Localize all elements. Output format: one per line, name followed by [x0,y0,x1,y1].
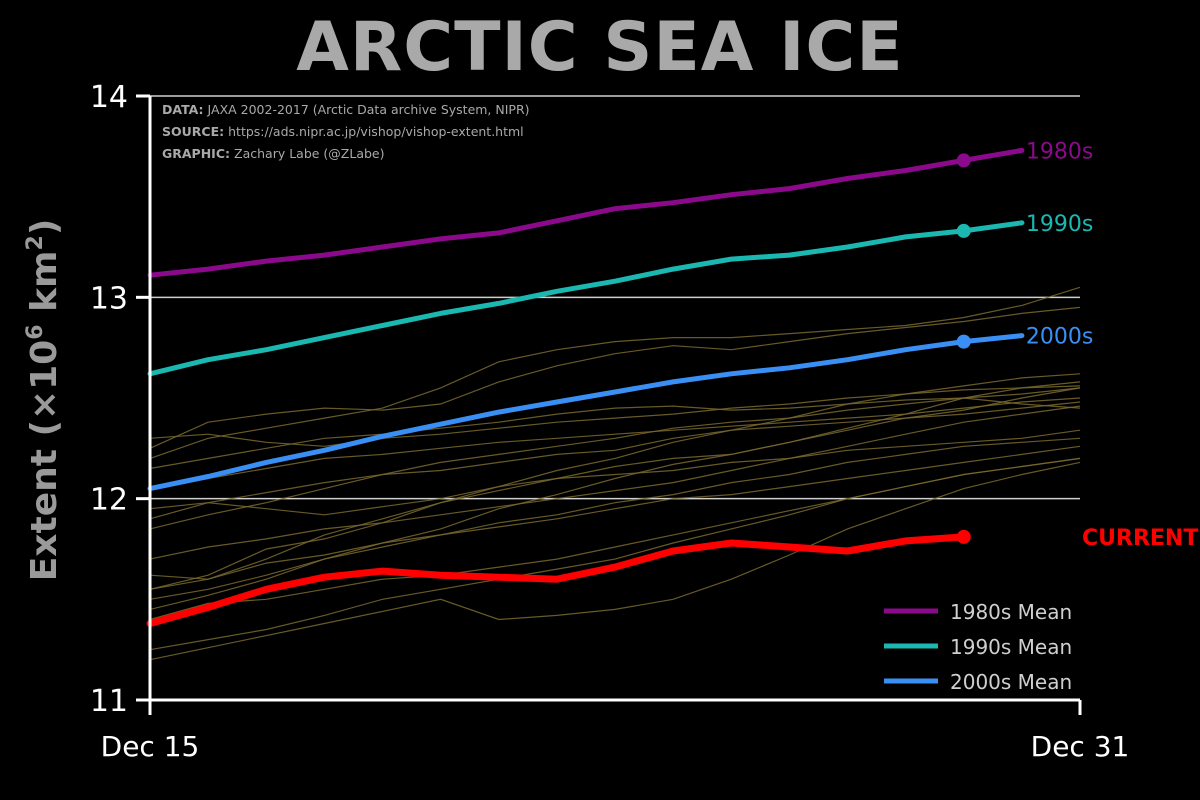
series-line-current [146,533,968,627]
background-year-line-7 [149,387,1081,590]
background-year-line-8 [149,405,1081,560]
series-marker-1990s [956,223,971,238]
series-marker-current [956,529,971,544]
y-tick-labels: 11 12 13 14 [90,80,150,719]
x-tick-label-0: Dec 15 [101,730,200,763]
y-axis-label-close: ) [24,219,65,235]
credit-source-value: https://ads.nipr.ac.jp/vishop/vishop-ext… [228,124,524,139]
x-tick-label-1: Dec 31 [1031,730,1130,763]
y-tick-label-13: 13 [90,281,128,316]
background-year-line-14 [149,445,1081,590]
credit-source-key: SOURCE: [162,124,224,139]
credit-source: SOURCE: https://ads.nipr.ac.jp/vishop/vis… [162,124,524,139]
y-axis-label-unit-exp: 2 [23,235,48,250]
background-year-line-1 [149,373,1081,580]
series-end-label-2000s: 2000s [1026,325,1093,350]
background-year-line-3 [149,397,1081,470]
series-end-label-1990s: 1990s [1026,212,1093,237]
background-year-line-2 [149,387,1081,530]
series-end-label-current: CURRENT [1082,526,1198,551]
series-marker-1980s [956,153,971,168]
credit-graphic-key: GRAPHIC: [162,146,230,161]
y-axis-label: Extent (×106 km2) [23,219,65,582]
credits: DATA: JAXA 2002-2017 (Arctic Data archive… [162,102,530,161]
legend-label-1990s: 1990s Mean [950,635,1072,659]
series-end-labels: 1980s 1990s 2000s CURRENT [1026,139,1198,551]
credit-graphic-value: Zachary Labe (@ZLabe) [234,146,384,161]
series-end-label-1980s: 1980s [1026,139,1093,164]
credit-data: DATA: JAXA 2002-2017 (Arctic Data archive… [162,102,530,117]
series-line-2000s [147,333,1025,492]
x-tick-labels: Dec 15 Dec 31 [101,730,1130,763]
background-year-line-9 [149,429,1081,520]
background-year-line-16 [149,385,1081,447]
y-axis-label-exp: 6 [23,324,48,339]
y-tick-label-12: 12 [90,483,128,518]
legend-label-1980s: 1980s Mean [950,600,1072,624]
chart-title: ARCTIC SEA ICE [296,8,904,87]
background-year-line-15 [149,397,1081,490]
credit-data-value: JAXA 2002-2017 (Arctic Data archive Syst… [207,102,530,117]
background-year-line-6 [149,401,1081,510]
credit-graphic: GRAPHIC: Zachary Labe (@ZLabe) [162,146,385,161]
background-year-line-10 [149,437,1081,600]
background-year-line-13 [149,457,1081,621]
y-axis-label-unit: km [24,250,65,324]
series-line-1980s [147,147,1025,278]
background-year-line-12 [149,461,1081,661]
series-line-1990s [147,220,1025,377]
y-axis-label-main: Extent (×10 [24,340,65,582]
background-year-line-4 [149,286,1081,459]
credit-data-key: DATA: [162,102,204,117]
gridlines [150,95,1080,500]
background-year-line-5 [149,306,1081,449]
background-year-line-11 [149,457,1081,651]
y-tick-label-11: 11 [90,684,128,719]
legend: 1980s Mean 1990s Mean 2000s Mean [884,600,1072,694]
y-tick-label-14: 14 [90,80,128,115]
series-marker-2000s [956,334,971,349]
decade-mean-lines [146,147,1025,627]
legend-label-2000s: 2000s Mean [950,670,1072,694]
background-year-line-0 [149,381,1081,610]
background-year-lines [149,286,1081,661]
